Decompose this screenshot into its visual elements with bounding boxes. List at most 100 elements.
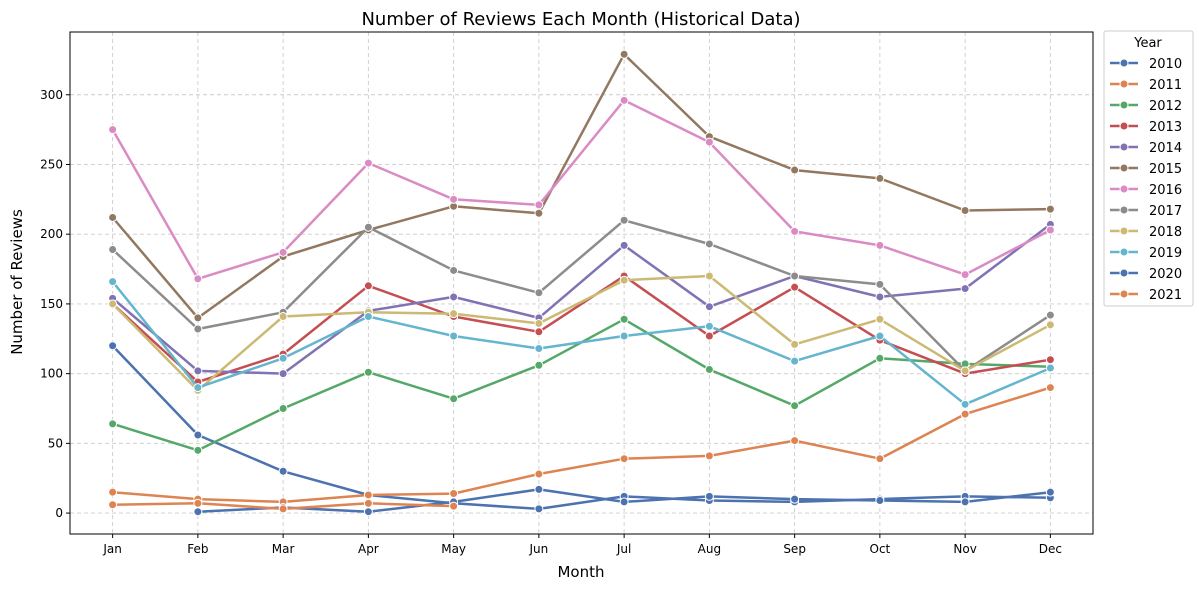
data-point [449, 194, 459, 204]
data-point [534, 327, 544, 337]
data-point [193, 274, 203, 284]
data-point [704, 137, 714, 147]
data-point [960, 270, 970, 280]
x-tick-label: Jan [102, 542, 122, 556]
x-tick-label: Mar [272, 542, 295, 556]
x-tick-label: Jul [616, 542, 631, 556]
series-line [112, 318, 1051, 452]
series-line [111, 219, 1052, 373]
legend-label: 2011 [1149, 78, 1182, 93]
legend-label: 2018 [1149, 225, 1182, 240]
data-point [108, 341, 118, 351]
data-point [193, 366, 203, 376]
data-point [108, 487, 118, 497]
data-point [1045, 355, 1055, 365]
series-2018 [108, 271, 1055, 395]
legend-label: 2015 [1149, 162, 1182, 177]
data-point [619, 215, 629, 225]
data-point [790, 436, 800, 446]
data-point [704, 491, 714, 501]
series-line [111, 223, 1052, 375]
series-line [111, 99, 1051, 281]
data-point [534, 360, 544, 370]
legend: Year 2010 2011 2012 2013 2014 2015 2016 2017 201… [1103, 30, 1194, 307]
data-point [363, 367, 373, 377]
data-point [619, 314, 629, 324]
axes: Jan Feb Mar Apr May Jun Jul Aug Sep Oct Nov Dec 0 50 1… [40, 31, 1094, 556]
x-tick-label: Jun [529, 542, 549, 556]
data-point [278, 353, 288, 363]
series-line [111, 274, 1051, 384]
x-tick-label: Sep [783, 542, 806, 556]
data-point [790, 339, 800, 349]
series-line [112, 386, 1051, 504]
x-tick-label: Nov [953, 542, 976, 556]
data-point [278, 404, 288, 413]
data-point [875, 292, 885, 302]
data-point [704, 271, 714, 281]
data-point [449, 489, 459, 499]
data-point [960, 366, 970, 376]
data-point [108, 245, 118, 255]
data-point [278, 247, 288, 257]
legend-swatch-marker [1119, 100, 1129, 110]
data-point [790, 494, 800, 504]
data-point [108, 500, 118, 510]
y-tick-label: 300 [40, 88, 63, 102]
series-line [111, 53, 1051, 320]
data-point [534, 208, 544, 218]
data-point [704, 302, 714, 312]
y-tick-label: 100 [40, 367, 63, 381]
data-point [704, 331, 714, 341]
data-point [449, 394, 459, 404]
data-point [875, 173, 885, 183]
series-2017 [108, 215, 1055, 376]
legend-swatch-marker [1119, 268, 1129, 278]
y-tick-label: 250 [40, 157, 63, 171]
data-point [790, 401, 800, 411]
legend-swatch-marker [1119, 226, 1129, 236]
data-point [278, 504, 288, 514]
data-point [960, 284, 970, 294]
legend-label: 2019 [1149, 246, 1182, 261]
data-point [534, 288, 544, 298]
data-point [875, 496, 885, 506]
legend-swatch-marker [1119, 289, 1129, 299]
data-point [363, 507, 373, 517]
data-point [875, 454, 885, 464]
data-point [960, 409, 970, 419]
data-point [1045, 225, 1055, 235]
data-point [449, 501, 459, 511]
data-point [619, 454, 629, 464]
data-point [619, 49, 629, 59]
data-point [108, 299, 118, 309]
series-line [111, 274, 1051, 392]
series-2010 [108, 341, 1055, 514]
data-point [790, 165, 800, 175]
x-tick-label: Dec [1039, 542, 1062, 556]
legend-swatch-marker [1119, 205, 1129, 215]
x-axis-title: Month [557, 563, 604, 581]
data-point [534, 318, 544, 328]
y-tick-label: 200 [40, 227, 63, 241]
legend-swatch-marker [1119, 142, 1129, 152]
data-point [534, 484, 544, 494]
data-point [619, 331, 629, 341]
data-point [790, 271, 800, 281]
data-point [449, 292, 459, 302]
series-lines [108, 49, 1055, 517]
data-point [449, 331, 459, 341]
data-point [619, 497, 629, 507]
plot-frame [69, 31, 1094, 535]
data-point [704, 321, 714, 331]
data-point [790, 282, 800, 292]
x-tick-label: Aug [698, 542, 721, 556]
y-tick-label: 0 [55, 506, 63, 520]
data-point [875, 353, 885, 363]
data-point [449, 265, 459, 275]
data-point [619, 240, 629, 250]
data-point [108, 419, 118, 429]
data-point [1045, 310, 1055, 320]
data-point [278, 466, 288, 476]
